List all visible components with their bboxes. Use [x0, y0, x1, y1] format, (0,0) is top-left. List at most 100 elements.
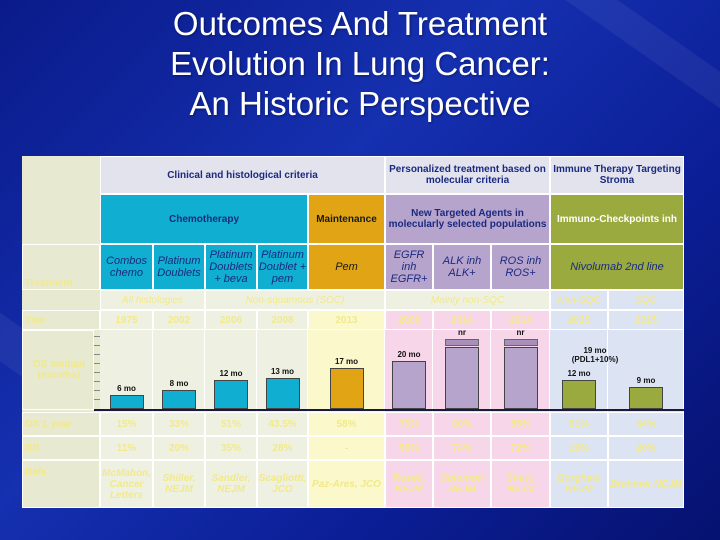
header-maintenance: Maintenance: [308, 194, 385, 244]
histology-mainly: Mainly non-SQC: [385, 290, 550, 310]
os1-cell-1: 33%: [153, 412, 205, 436]
os-bar-5: [392, 361, 426, 409]
ref-cell-3: Scagliotti, JCO: [257, 460, 308, 508]
row-label-os1: OS 1 year: [22, 412, 100, 436]
axis-tick: [94, 381, 100, 382]
rr-cell-6: 74%: [433, 436, 491, 460]
os-bar-8: [562, 380, 596, 409]
header-chemotherapy: Chemotherapy: [100, 194, 308, 244]
os-label-6: nr: [458, 328, 466, 337]
histology-nonsqc: Non-SQC: [550, 290, 608, 310]
treatment-pem: Pem: [308, 244, 385, 290]
os-label-1: 8 mo: [169, 378, 189, 388]
header-immune: Immune Therapy Targeting Stroma: [550, 156, 684, 194]
year-cell-5: 2009: [385, 310, 433, 330]
row-label-rr: RR: [22, 436, 100, 460]
year-cell-4: 2013: [308, 310, 385, 330]
outcomes-table: Clinical and histological criteria Perso…: [22, 156, 684, 508]
os-bar-7: [503, 347, 538, 409]
row-label-year: Year: [22, 310, 100, 330]
os-bar-cap-7: [503, 339, 538, 346]
year-cell-3: 2008: [257, 310, 308, 330]
axis-tick: [94, 354, 100, 355]
row-label-refs: Refs: [22, 460, 100, 508]
os1-cell-2: 51%: [205, 412, 257, 436]
os-label-7: nr: [516, 328, 525, 337]
os-bar-6: [445, 347, 479, 409]
treatment-ros: ROS inh ROS+: [491, 244, 550, 290]
axis-tick: [94, 390, 100, 391]
os-bar-3: [265, 377, 300, 409]
year-cell-6: 2014: [433, 310, 491, 330]
os-label-2: 12 mo: [219, 369, 243, 379]
ref-cell-0: McMahon, Cancer Letters: [100, 460, 153, 508]
histology-all: All histologies: [100, 290, 205, 310]
treatment-combos: Combos chemo: [100, 244, 153, 290]
slide-title: Outcomes And Treatment Evolution In Lung…: [0, 0, 720, 124]
treatment-egfr: EGFR inh EGFR+: [385, 244, 433, 290]
year-cell-8: 2015: [550, 310, 608, 330]
os-bar-cap-6: [445, 339, 479, 346]
os-bar-0: [109, 394, 144, 409]
title-line-2: Evolution In Lung Cancer:: [170, 45, 550, 82]
rr-cell-2: 35%: [205, 436, 257, 460]
rr-cell-5: 58%: [385, 436, 433, 460]
year-cell-1: 2002: [153, 310, 205, 330]
ref-cell-7: Shaw, NEJM: [491, 460, 550, 508]
os1-cell-6: 60%: [433, 412, 491, 436]
treatment-nivolumab: Nivolumab 2nd line: [550, 244, 684, 290]
header-targeted: New Targeted Agents in molecularly selec…: [385, 194, 550, 244]
os-bar-1: [162, 389, 196, 409]
row-label-os-median: OS median (months): [22, 330, 94, 410]
os1-cell-4: 58%: [308, 412, 385, 436]
ref-cell-2: Sandler, NEJM: [205, 460, 257, 508]
os-bar-4: [329, 368, 364, 409]
year-cell-7: 2014: [491, 310, 550, 330]
axis-tick: [94, 399, 100, 400]
header-clinical: Clinical and histological criteria: [100, 156, 385, 194]
axis-tick: [94, 336, 100, 337]
title-line-3: An Historic Perspective: [189, 85, 531, 122]
title-line-1: Outcomes And Treatment: [172, 5, 548, 42]
nivolumab-pdl1-note: 19 mo (PDL1+10%): [571, 346, 619, 364]
os-label-9: 9 mo: [636, 376, 656, 386]
row-label-treatment: Treatment: [22, 244, 100, 290]
rr-cell-9: 20%: [608, 436, 684, 460]
ref-cell-6: Solomon NEJM: [433, 460, 491, 508]
rr-cell-8: 19%: [550, 436, 608, 460]
treatment-platinum-doublets: Platinum Doublets: [153, 244, 205, 290]
axis-tick: [94, 363, 100, 364]
chart-baseline: [94, 409, 684, 411]
treatment-alk: ALK inh ALK+: [433, 244, 491, 290]
histology-nonsq: Non-squamous (SOC): [205, 290, 385, 310]
year-cell-0: 1975: [100, 310, 153, 330]
rr-cell-0: 11%: [100, 436, 153, 460]
os-label-4: 17 mo: [334, 357, 359, 367]
os1-cell-8: 51%: [550, 412, 608, 436]
os-label-8: 12 mo: [567, 369, 591, 379]
axis-tick: [94, 345, 100, 346]
ref-cell-9: Brahmer NEJM: [608, 460, 684, 508]
os1-cell-5: 75%: [385, 412, 433, 436]
os1-cell-3: 43.5%: [257, 412, 308, 436]
os-label-0: 6 mo: [117, 383, 136, 393]
os-bar-9: [629, 387, 663, 409]
os-label-3: 13 mo: [270, 366, 295, 376]
os1-cell-9: 44%: [608, 412, 684, 436]
rr-cell-7: 72%: [491, 436, 550, 460]
os1-cell-0: 15%: [100, 412, 153, 436]
ref-cell-1: Shiller, NEJM: [153, 460, 205, 508]
year-cell-9: 2015: [608, 310, 684, 330]
year-cell-2: 2006: [205, 310, 257, 330]
header-checkpoint: Immuno-Checkpoints inh: [550, 194, 684, 244]
ref-cell-5: Rosell, NEJM: [385, 460, 433, 508]
os-bar-2: [214, 380, 248, 409]
header-personalized: Personalized treatment based on molecula…: [385, 156, 550, 194]
os-label-5: 20 mo: [397, 350, 421, 359]
rr-cell-4: -: [308, 436, 385, 460]
rr-cell-1: 20%: [153, 436, 205, 460]
ref-cell-4: Paz-Ares, JCO: [308, 460, 385, 508]
treatment-platinum-beva: Platinum Doublets + beva: [205, 244, 257, 290]
rr-cell-3: 28%: [257, 436, 308, 460]
label-column: [22, 156, 100, 508]
